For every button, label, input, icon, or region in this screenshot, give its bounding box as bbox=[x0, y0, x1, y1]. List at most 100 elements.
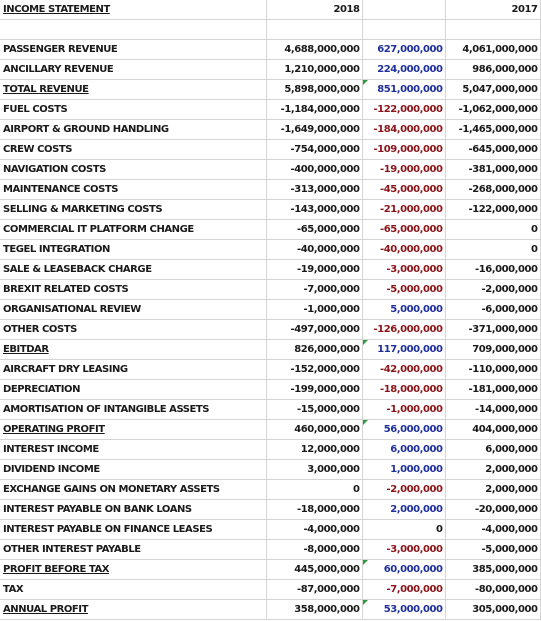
value-2018-cell[interactable]: -1,184,000,000 bbox=[266, 99, 363, 120]
value-2017-cell[interactable]: 6,000,000 bbox=[445, 439, 541, 460]
change-cell[interactable]: 1,000,000 bbox=[362, 459, 446, 480]
value-2018-cell[interactable]: -65,000,000 bbox=[266, 219, 363, 240]
value-2017-cell[interactable]: -371,000,000 bbox=[445, 319, 541, 340]
change-cell[interactable]: 56,000,000 bbox=[362, 419, 446, 440]
value-2018-cell[interactable]: -1,649,000,000 bbox=[266, 119, 363, 140]
row-label-cell[interactable]: NAVIGATION COSTS bbox=[0, 159, 267, 180]
value-2018-cell[interactable]: 826,000,000 bbox=[266, 339, 363, 360]
value-2017-cell[interactable]: 0 bbox=[445, 219, 541, 240]
change-cell[interactable]: 5,000,000 bbox=[362, 299, 446, 320]
row-label-cell[interactable]: OTHER COSTS bbox=[0, 319, 267, 340]
value-2017-cell[interactable]: -268,000,000 bbox=[445, 179, 541, 200]
value-2017-cell[interactable]: -122,000,000 bbox=[445, 199, 541, 220]
value-2017-cell[interactable]: 4,061,000,000 bbox=[445, 39, 541, 60]
value-2018-cell[interactable]: 5,898,000,000 bbox=[266, 79, 363, 100]
value-2018-cell[interactable]: 460,000,000 bbox=[266, 419, 363, 440]
row-label-cell[interactable]: ANCILLARY REVENUE bbox=[0, 59, 267, 80]
row-label-cell[interactable]: FUEL COSTS bbox=[0, 99, 267, 120]
change-cell[interactable]: -40,000,000 bbox=[362, 239, 446, 260]
row-label-cell[interactable]: CREW COSTS bbox=[0, 139, 267, 160]
row-label-cell[interactable]: TAX bbox=[0, 579, 267, 600]
value-2017-cell[interactable]: 986,000,000 bbox=[445, 59, 541, 80]
change-cell[interactable]: 0 bbox=[362, 519, 446, 540]
change-cell[interactable]: 851,000,000 bbox=[362, 79, 446, 100]
value-2017-cell[interactable]: -645,000,000 bbox=[445, 139, 541, 160]
cell-blank[interactable] bbox=[445, 19, 541, 40]
change-cell[interactable]: -21,000,000 bbox=[362, 199, 446, 220]
change-cell[interactable]: 627,000,000 bbox=[362, 39, 446, 60]
row-label-cell[interactable]: AMORTISATION OF INTANGIBLE ASSETS bbox=[0, 399, 267, 420]
row-label-cell[interactable]: INTEREST PAYABLE ON BANK LOANS bbox=[0, 499, 267, 520]
row-label-cell[interactable]: SALE & LEASEBACK CHARGE bbox=[0, 259, 267, 280]
value-2018-cell[interactable]: 12,000,000 bbox=[266, 439, 363, 460]
value-2018-cell[interactable]: -400,000,000 bbox=[266, 159, 363, 180]
value-2018-cell[interactable]: -313,000,000 bbox=[266, 179, 363, 200]
row-label-cell[interactable]: DEPRECIATION bbox=[0, 379, 267, 400]
value-2018-cell[interactable]: 1,210,000,000 bbox=[266, 59, 363, 80]
change-cell[interactable]: -3,000,000 bbox=[362, 539, 446, 560]
row-label-cell[interactable]: ORGANISATIONAL REVIEW bbox=[0, 299, 267, 320]
row-label-cell[interactable]: TOTAL REVENUE bbox=[0, 79, 267, 100]
value-2018-cell[interactable]: 445,000,000 bbox=[266, 559, 363, 580]
change-cell[interactable]: -122,000,000 bbox=[362, 99, 446, 120]
value-2017-cell[interactable]: 2,000,000 bbox=[445, 459, 541, 480]
change-cell[interactable]: 224,000,000 bbox=[362, 59, 446, 80]
value-2017-cell[interactable]: -1,062,000,000 bbox=[445, 99, 541, 120]
change-cell[interactable]: -1,000,000 bbox=[362, 399, 446, 420]
cell-header-change[interactable] bbox=[362, 0, 446, 20]
change-cell[interactable]: -126,000,000 bbox=[362, 319, 446, 340]
cell-blank[interactable] bbox=[266, 19, 363, 40]
value-2018-cell[interactable]: 4,688,000,000 bbox=[266, 39, 363, 60]
value-2017-cell[interactable]: -381,000,000 bbox=[445, 159, 541, 180]
row-label-cell[interactable]: OTHER INTEREST PAYABLE bbox=[0, 539, 267, 560]
row-label-cell[interactable]: TEGEL INTEGRATION bbox=[0, 239, 267, 260]
change-cell[interactable]: -42,000,000 bbox=[362, 359, 446, 380]
value-2017-cell[interactable]: 0 bbox=[445, 239, 541, 260]
value-2017-cell[interactable]: -1,465,000,000 bbox=[445, 119, 541, 140]
value-2017-cell[interactable]: 404,000,000 bbox=[445, 419, 541, 440]
change-cell[interactable]: 60,000,000 bbox=[362, 559, 446, 580]
value-2018-cell[interactable]: 0 bbox=[266, 479, 363, 500]
value-2018-cell[interactable]: -15,000,000 bbox=[266, 399, 363, 420]
value-2018-cell[interactable]: -19,000,000 bbox=[266, 259, 363, 280]
change-cell[interactable]: 53,000,000 bbox=[362, 599, 446, 620]
value-2018-cell[interactable]: -199,000,000 bbox=[266, 379, 363, 400]
value-2018-cell[interactable]: -87,000,000 bbox=[266, 579, 363, 600]
value-2017-cell[interactable]: -5,000,000 bbox=[445, 539, 541, 560]
row-label-cell[interactable]: AIRCRAFT DRY LEASING bbox=[0, 359, 267, 380]
change-cell[interactable]: 6,000,000 bbox=[362, 439, 446, 460]
row-label-cell[interactable]: EXCHANGE GAINS ON MONETARY ASSETS bbox=[0, 479, 267, 500]
value-2017-cell[interactable]: -110,000,000 bbox=[445, 359, 541, 380]
row-label-cell[interactable]: PASSENGER REVENUE bbox=[0, 39, 267, 60]
change-cell[interactable]: -45,000,000 bbox=[362, 179, 446, 200]
value-2018-cell[interactable]: -497,000,000 bbox=[266, 319, 363, 340]
row-label-cell[interactable]: ANNUAL PROFIT bbox=[0, 599, 267, 620]
cell-title[interactable]: INCOME STATEMENT bbox=[0, 0, 267, 20]
value-2017-cell[interactable]: -4,000,000 bbox=[445, 519, 541, 540]
value-2017-cell[interactable]: -6,000,000 bbox=[445, 299, 541, 320]
row-label-cell[interactable]: BREXIT RELATED COSTS bbox=[0, 279, 267, 300]
row-label-cell[interactable]: EBITDAR bbox=[0, 339, 267, 360]
change-cell[interactable]: -2,000,000 bbox=[362, 479, 446, 500]
value-2017-cell[interactable]: -80,000,000 bbox=[445, 579, 541, 600]
value-2018-cell[interactable]: -143,000,000 bbox=[266, 199, 363, 220]
row-label-cell[interactable]: COMMERCIAL IT PLATFORM CHANGE bbox=[0, 219, 267, 240]
value-2018-cell[interactable]: -152,000,000 bbox=[266, 359, 363, 380]
row-label-cell[interactable]: DIVIDEND INCOME bbox=[0, 459, 267, 480]
change-cell[interactable]: -18,000,000 bbox=[362, 379, 446, 400]
value-2017-cell[interactable]: -16,000,000 bbox=[445, 259, 541, 280]
cell-header-2017[interactable]: 2017 bbox=[445, 0, 541, 20]
change-cell[interactable]: -109,000,000 bbox=[362, 139, 446, 160]
value-2018-cell[interactable]: -1,000,000 bbox=[266, 299, 363, 320]
value-2018-cell[interactable]: -8,000,000 bbox=[266, 539, 363, 560]
change-cell[interactable]: -19,000,000 bbox=[362, 159, 446, 180]
value-2017-cell[interactable]: 385,000,000 bbox=[445, 559, 541, 580]
value-2018-cell[interactable]: -754,000,000 bbox=[266, 139, 363, 160]
change-cell[interactable]: -3,000,000 bbox=[362, 259, 446, 280]
value-2017-cell[interactable]: -20,000,000 bbox=[445, 499, 541, 520]
value-2018-cell[interactable]: -7,000,000 bbox=[266, 279, 363, 300]
row-label-cell[interactable]: SELLING & MARKETING COSTS bbox=[0, 199, 267, 220]
value-2018-cell[interactable]: 3,000,000 bbox=[266, 459, 363, 480]
row-label-cell[interactable]: AIRPORT & GROUND HANDLING bbox=[0, 119, 267, 140]
cell-header-2018[interactable]: 2018 bbox=[266, 0, 363, 20]
